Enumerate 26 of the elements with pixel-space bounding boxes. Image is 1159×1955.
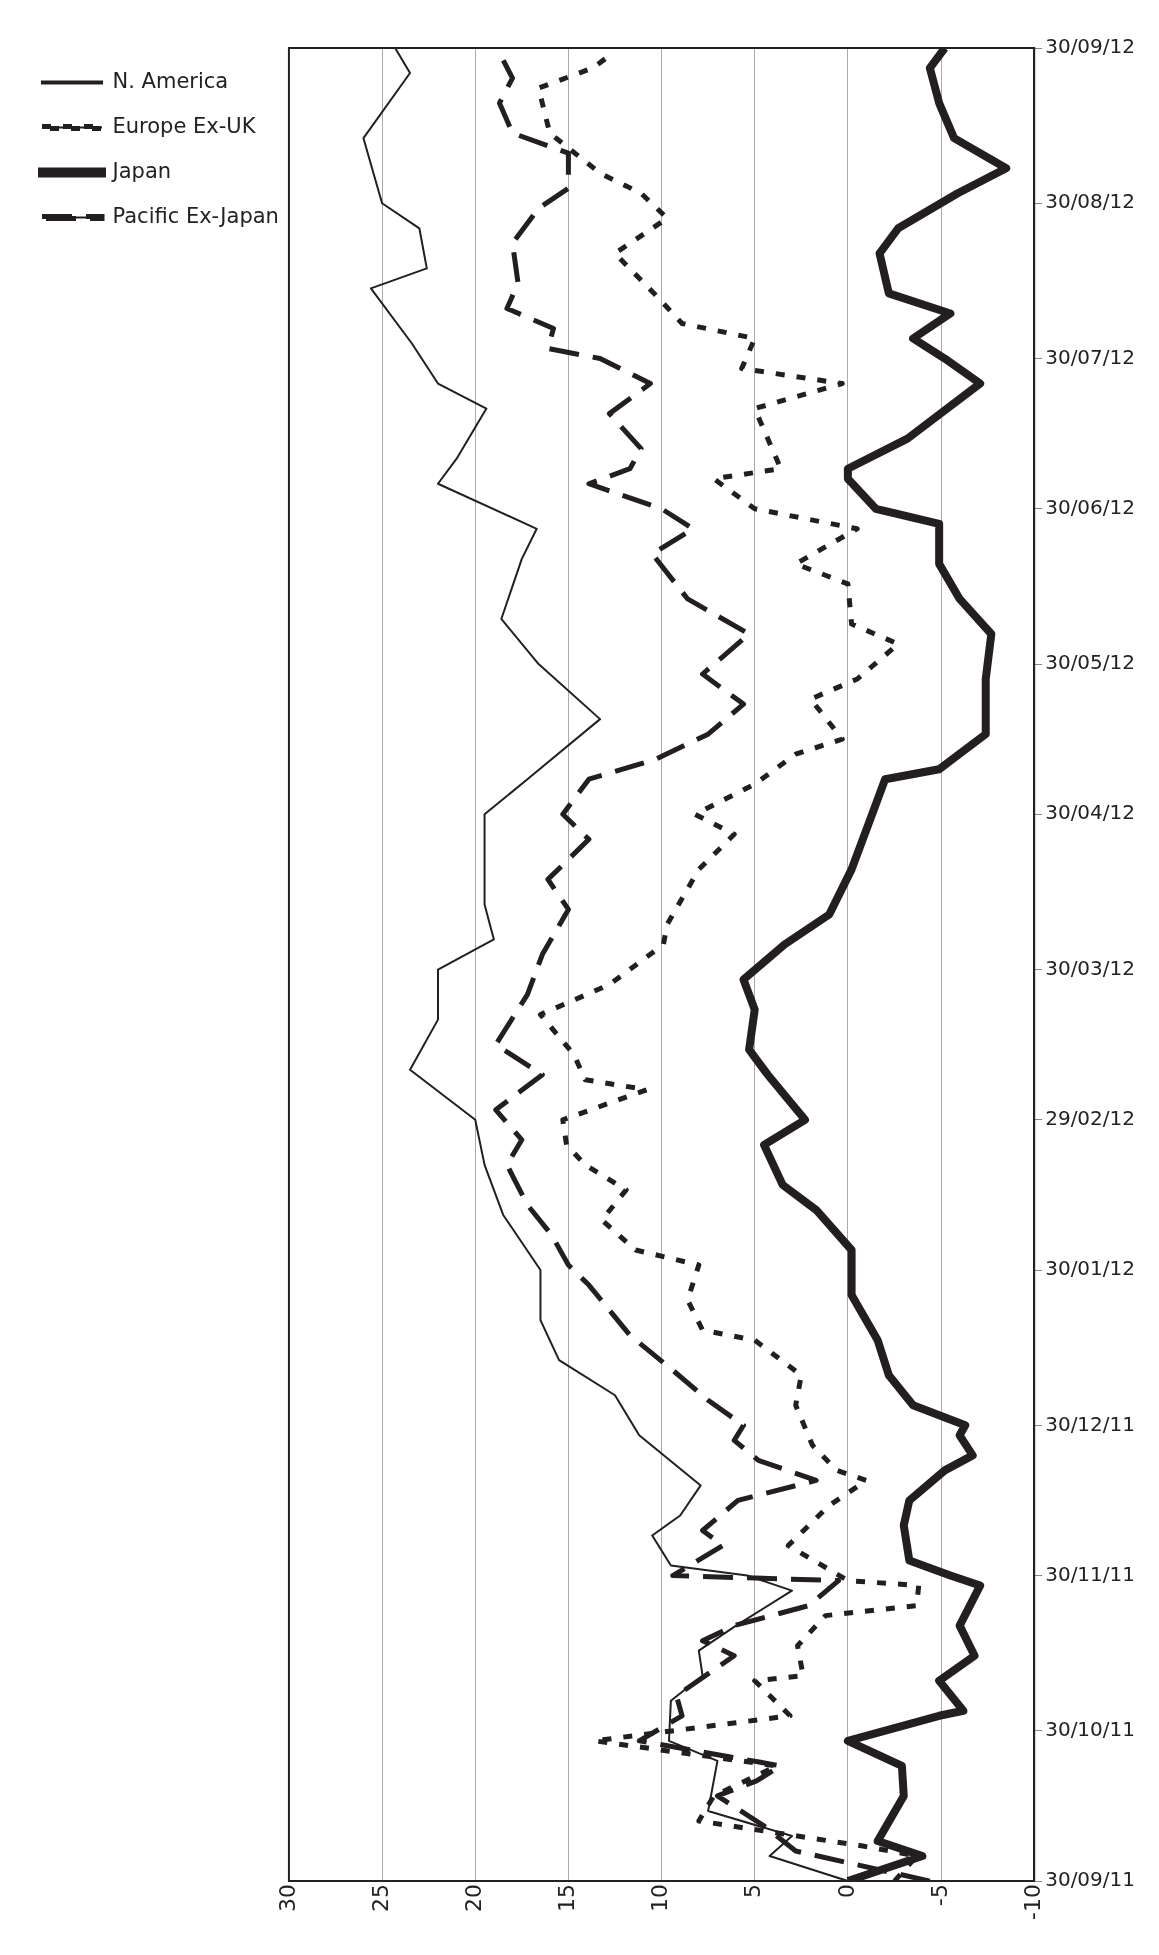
x-tick-label: 0 xyxy=(833,1884,859,1899)
y-tick-label: 29/02/12 xyxy=(1045,1106,1135,1130)
x-tick-label: 15 xyxy=(554,1884,580,1913)
x-tick-label: 20 xyxy=(460,1884,486,1913)
y-tick-label: 30/09/12 xyxy=(1045,34,1135,59)
x-tick-label: 30 xyxy=(274,1884,300,1913)
y-tick-label: 30/09/11 xyxy=(1045,1867,1135,1892)
y-tick-label: 30/11/11 xyxy=(1045,1561,1135,1586)
x-tick-label: 10 xyxy=(647,1884,673,1913)
y-tick-label: 30/12/11 xyxy=(1045,1411,1135,1436)
legend-label: N. America xyxy=(112,68,229,93)
y-tick-label: 30/10/11 xyxy=(1045,1717,1135,1742)
x-tick-label: -10 xyxy=(1019,1884,1045,1920)
legend-label: Europe Ex-UK xyxy=(112,113,257,138)
x-tick-label: 5 xyxy=(740,1884,766,1899)
x-tick-label: 25 xyxy=(367,1884,393,1913)
y-tick-label: 30/08/12 xyxy=(1045,189,1135,214)
legend-label: Pacific Ex-Japan xyxy=(112,203,279,228)
y-tick-label: 30/07/12 xyxy=(1045,344,1135,369)
y-tick-label: 30/01/12 xyxy=(1045,1256,1135,1281)
x-tick-label: -5 xyxy=(926,1884,952,1906)
y-tick-label: 30/03/12 xyxy=(1045,955,1135,980)
y-tick-label: 30/06/12 xyxy=(1045,494,1135,519)
legend-label: Japan xyxy=(110,158,172,183)
y-tick-label: 30/04/12 xyxy=(1045,800,1135,825)
y-tick-label: 30/05/12 xyxy=(1045,650,1135,675)
